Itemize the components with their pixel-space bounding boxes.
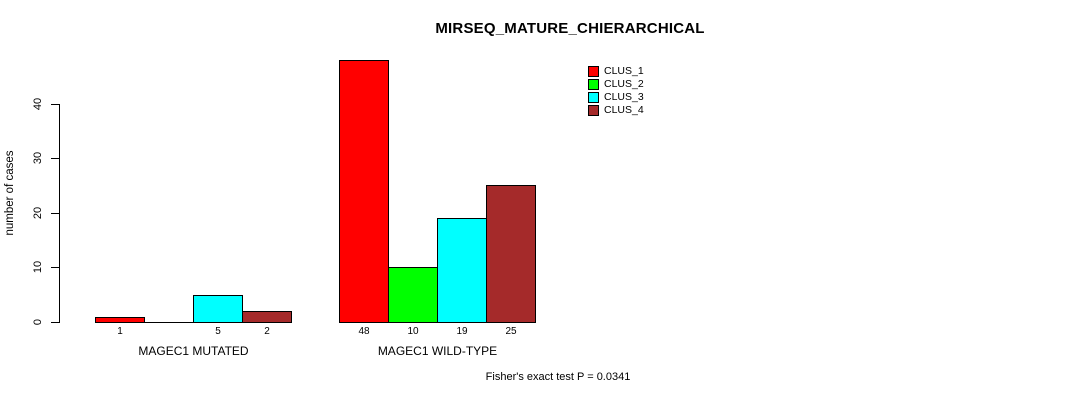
y-axis-tick — [51, 213, 59, 214]
legend-label: CLUS_4 — [604, 104, 644, 116]
bar-value-label: 48 — [358, 326, 370, 337]
y-tick-label: 30 — [32, 151, 44, 165]
bar-value-label: 19 — [456, 326, 468, 337]
y-tick-label: 10 — [32, 260, 44, 274]
bar-clus-4-magec1-mutated — [242, 311, 292, 323]
y-axis-tick — [51, 104, 59, 105]
bar-clus-2-magec1-wild-type — [388, 267, 438, 323]
bar-clus-4-magec1-wild-type — [486, 185, 536, 323]
y-tick-label: 40 — [32, 97, 44, 111]
bar-clus-3-magec1-mutated — [193, 295, 243, 323]
y-axis — [59, 104, 60, 323]
chart-title: MIRSEQ_MATURE_CHIERARCHICAL — [435, 20, 705, 37]
legend-label: CLUS_1 — [604, 65, 644, 77]
bar-clus-1-magec1-mutated — [95, 317, 145, 323]
bar-value-label: 5 — [215, 326, 221, 337]
x-group-label-magec1-wild-type: MAGEC1 WILD-TYPE — [377, 344, 498, 358]
bar-value-label: 2 — [264, 326, 270, 337]
legend-swatch-clus-2 — [588, 79, 599, 90]
y-axis-label: number of cases — [4, 150, 16, 236]
legend-label: CLUS_2 — [604, 78, 644, 90]
y-axis-tick — [51, 267, 59, 268]
y-axis-tick — [51, 158, 59, 159]
legend-swatch-clus-1 — [588, 66, 599, 77]
bar-clus-1-magec1-wild-type — [339, 60, 389, 323]
legend-label: CLUS_3 — [604, 91, 644, 103]
x-group-label-magec1-mutated: MAGEC1 MUTATED — [138, 344, 249, 358]
bar-value-label: 25 — [505, 326, 517, 337]
bar-value-label: 10 — [407, 326, 419, 337]
y-tick-label: 0 — [32, 318, 44, 326]
y-axis-tick — [51, 322, 59, 323]
bar-clus-3-magec1-wild-type — [437, 218, 487, 323]
legend-swatch-clus-4 — [588, 105, 599, 116]
legend-swatch-clus-3 — [588, 92, 599, 103]
bar-value-label: 1 — [117, 326, 123, 337]
footnote-pvalue: Fisher's exact test P = 0.0341 — [485, 371, 631, 383]
y-tick-label: 20 — [32, 206, 44, 220]
